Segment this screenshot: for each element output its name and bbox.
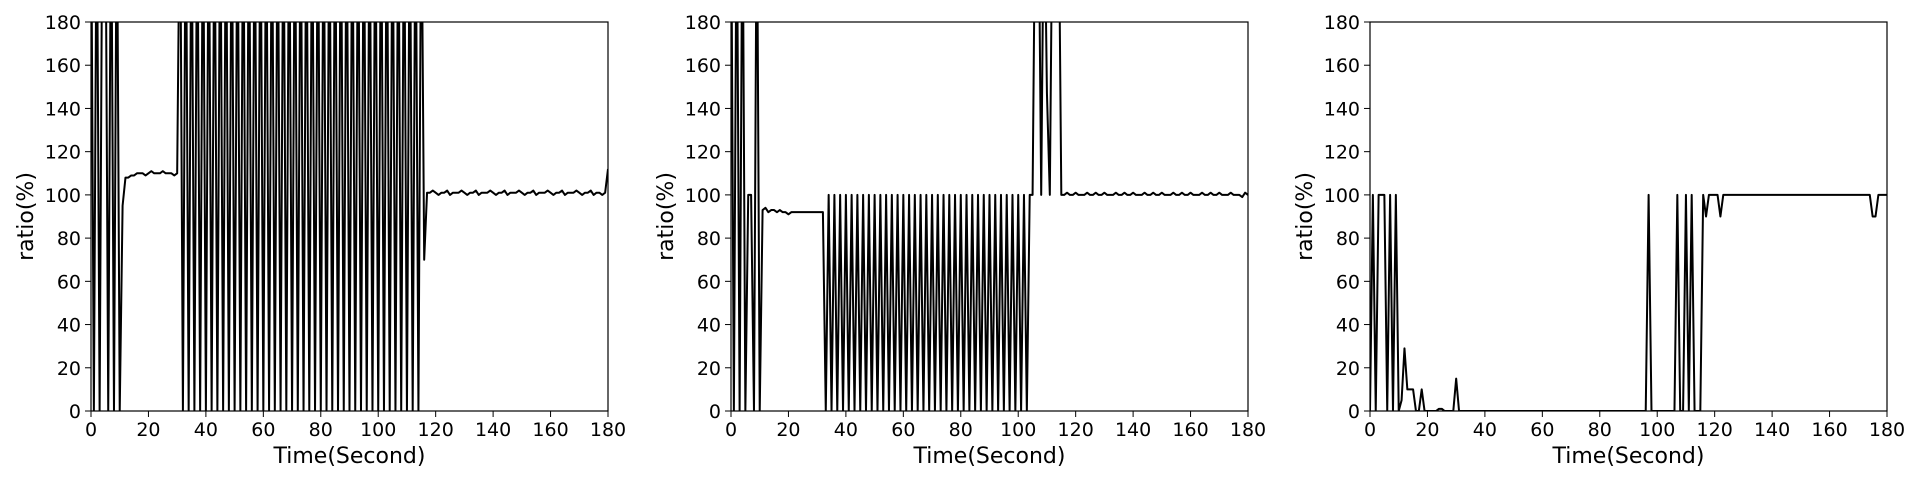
- subplot: 0 20 40 60 80 100 120 140 160 180 0 20 40 60 80 100 120 1…: [14, 12, 626, 469]
- y-axis-label: ratio(%): [654, 172, 679, 261]
- x-tick-label: 120: [1058, 419, 1094, 441]
- line-series: [731, 22, 1248, 411]
- x-tick-label: 20: [776, 419, 800, 441]
- y-tick-label: 20: [1336, 358, 1360, 380]
- subplot: 0 20 40 60 80 100 120 140 160 180 0 20 40 60 80 100 120 1…: [654, 12, 1266, 469]
- y-tick-label: 140: [685, 98, 721, 120]
- y-tick-label: 40: [1336, 315, 1360, 337]
- y-tick-label: 180: [685, 12, 721, 34]
- y-tick-label: 0: [1348, 401, 1360, 423]
- y-tick-label: 100: [685, 185, 721, 207]
- x-tick-label: 180: [590, 419, 626, 441]
- y-tick-label: 120: [685, 142, 721, 164]
- x-tick-label: 100: [1639, 419, 1675, 441]
- x-tick-label: 120: [418, 419, 454, 441]
- y-tick-label: 40: [57, 315, 81, 337]
- x-tick-label: 40: [834, 419, 858, 441]
- x-tick-label: 160: [1172, 419, 1208, 441]
- x-tick-label: 0: [85, 419, 97, 441]
- y-tick-label: 80: [57, 228, 81, 250]
- x-tick-label: 20: [1415, 419, 1439, 441]
- x-tick-label: 60: [1530, 419, 1554, 441]
- subplot: 0 20 40 60 80 100 120 140 160 180 0 20 40 60 80 100 120 1…: [1293, 12, 1905, 469]
- line-series: [91, 22, 608, 411]
- x-tick-label: 20: [136, 419, 160, 441]
- y-tick-label: 140: [45, 98, 81, 120]
- x-tick-label: 100: [360, 419, 396, 441]
- axes-frame: [90, 21, 609, 412]
- x-tick-label: 0: [725, 419, 737, 441]
- y-tick-label: 100: [1324, 185, 1360, 207]
- y-tick-label: 0: [69, 401, 81, 423]
- y-tick-label: 140: [1324, 98, 1360, 120]
- x-tick-label: 140: [475, 419, 511, 441]
- x-axis-label: Time(Second): [913, 444, 1066, 469]
- y-tick-label: 120: [1324, 142, 1360, 164]
- x-axis-label: Time(Second): [273, 444, 426, 469]
- y-tick-label: 20: [57, 358, 81, 380]
- x-tick-label: 180: [1869, 419, 1905, 441]
- x-tick-label: 100: [1000, 419, 1036, 441]
- axes-frame: [1369, 21, 1888, 412]
- x-tick-label: 0: [1364, 419, 1376, 441]
- y-tick-label: 0: [709, 401, 721, 423]
- y-tick-label: 160: [45, 55, 81, 77]
- y-tick-label: 180: [1324, 12, 1360, 34]
- x-tick-label: 160: [532, 419, 568, 441]
- line-series: [1370, 193, 1887, 411]
- y-tick-label: 100: [45, 185, 81, 207]
- y-tick-label: 160: [1324, 55, 1360, 77]
- y-tick-label: 40: [697, 315, 721, 337]
- y-tick-label: 80: [697, 228, 721, 250]
- x-axis-label: Time(Second): [1552, 444, 1705, 469]
- x-tick-label: 80: [309, 419, 333, 441]
- y-tick-label: 60: [1336, 271, 1360, 293]
- x-tick-label: 120: [1697, 419, 1733, 441]
- x-tick-label: 180: [1230, 419, 1266, 441]
- x-tick-label: 140: [1115, 419, 1151, 441]
- y-tick-label: 60: [697, 271, 721, 293]
- x-tick-label: 40: [194, 419, 218, 441]
- axes-frame: [730, 21, 1249, 412]
- x-tick-label: 160: [1811, 419, 1847, 441]
- y-axis-label: ratio(%): [1293, 172, 1318, 261]
- y-tick-label: 20: [697, 358, 721, 380]
- y-axis-label: ratio(%): [14, 172, 39, 261]
- x-tick-label: 60: [891, 419, 915, 441]
- x-tick-label: 60: [251, 419, 275, 441]
- x-tick-label: 140: [1754, 419, 1790, 441]
- x-tick-label: 40: [1473, 419, 1497, 441]
- y-tick-label: 160: [685, 55, 721, 77]
- x-tick-label: 80: [1588, 419, 1612, 441]
- y-tick-label: 120: [45, 142, 81, 164]
- y-tick-label: 60: [57, 271, 81, 293]
- y-tick-label: 180: [45, 12, 81, 34]
- y-tick-label: 80: [1336, 228, 1360, 250]
- x-tick-label: 80: [949, 419, 973, 441]
